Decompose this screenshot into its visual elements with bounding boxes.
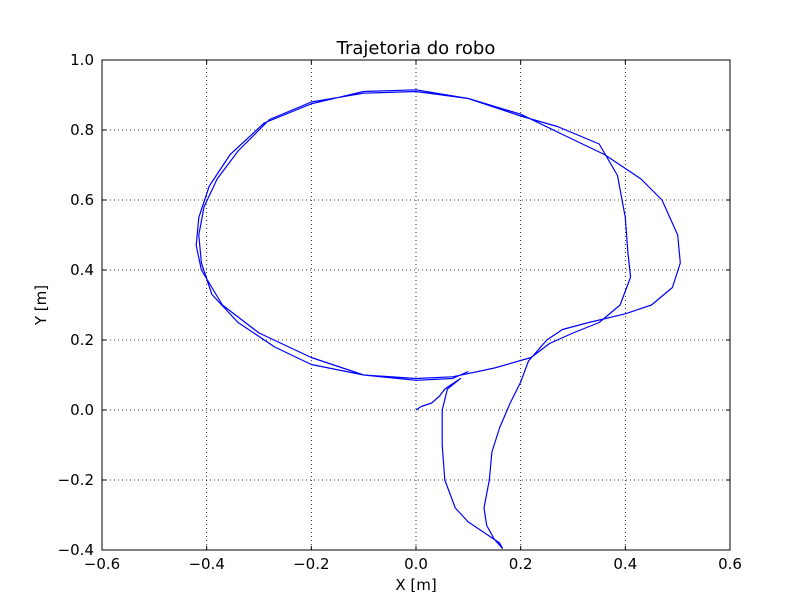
y-tick-label: 0.0: [70, 401, 94, 419]
y-tick-labels: −0.4 −0.2 0.0 0.2 0.4 0.6 0.8 1.0: [58, 51, 94, 559]
axis-ticks: [101, 59, 731, 551]
series-lines: [195, 89, 681, 549]
x-tick-label: 0.0: [404, 555, 428, 573]
y-tick-label: −0.2: [58, 471, 94, 489]
x-tick-label: −0.6: [84, 555, 120, 573]
x-tick-label: −0.2: [293, 555, 329, 573]
x-tick-label: 0.2: [509, 555, 533, 573]
x-axis-label: X [m]: [395, 576, 436, 594]
y-tick-label: 0.8: [70, 121, 94, 139]
x-tick-labels: −0.6 −0.4 −0.2 0.0 0.2 0.4 0.6: [84, 555, 742, 573]
y-tick-label: 0.4: [70, 261, 94, 279]
y-tick-label: 0.6: [70, 191, 94, 209]
y-axis-label: Y [m]: [32, 285, 50, 326]
chart-title: Trajetoria do robo: [336, 38, 496, 59]
x-tick-label: 0.6: [718, 555, 742, 573]
y-tick-label: 0.2: [70, 331, 94, 349]
trajectory-line: [195, 89, 681, 549]
y-tick-label: −0.4: [58, 541, 94, 559]
x-tick-label: −0.4: [188, 555, 224, 573]
x-tick-label: 0.4: [613, 555, 637, 573]
y-tick-label: 1.0: [70, 51, 94, 69]
